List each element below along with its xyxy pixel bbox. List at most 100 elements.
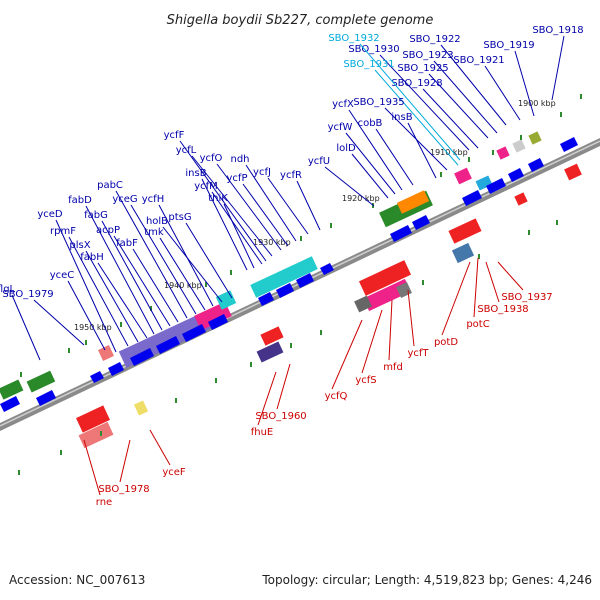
reverse-gene-label[interactable]: SBO_1938 — [477, 304, 528, 315]
leader-line — [55, 219, 117, 353]
forward-gene-label[interactable]: SBO_1919 — [483, 40, 534, 51]
map-title: Shigella boydii Sb227, complete genome — [167, 13, 434, 28]
forward-gene-label[interactable]: ycfR — [280, 170, 302, 181]
forward-gene-label[interactable]: tmk — [144, 227, 164, 238]
forward-gene-label[interactable]: ycfJ — [253, 167, 271, 178]
forward-gene-label[interactable]: flgL — [0, 284, 16, 295]
leader-line — [276, 363, 291, 410]
leader-line — [130, 204, 197, 315]
leader-line — [158, 204, 214, 307]
forward-gene-label[interactable]: fabG — [84, 210, 108, 221]
reverse-gene-label[interactable]: potC — [466, 319, 489, 330]
forward-gene-label[interactable]: yceC — [50, 270, 75, 281]
reverse-gene-label[interactable]: ycfT — [407, 348, 429, 359]
leader-line — [514, 50, 535, 117]
genome-summary: Topology: circular; Length: 4,519,823 bp… — [262, 573, 592, 587]
reverse-gene-label[interactable]: mfd — [383, 362, 403, 373]
forward-gene-label[interactable]: ptsG — [168, 212, 191, 223]
forward-gene-label[interactable]: yceG — [112, 194, 137, 205]
leader-line — [85, 250, 139, 343]
forward-gene-label[interactable]: ycfF — [164, 130, 185, 141]
reverse-gene-label[interactable]: SBO_1960 — [255, 411, 306, 422]
leader-line — [324, 166, 375, 207]
forward-gene-label[interactable]: SBO_1918 — [532, 25, 583, 36]
leader-line — [191, 155, 273, 257]
leader-line — [245, 164, 297, 242]
reverse-gene-label[interactable]: SBO_1937 — [501, 292, 552, 303]
forward-gene-label[interactable]: ycfH — [142, 194, 164, 205]
leader-line — [179, 140, 267, 262]
leader-line — [485, 261, 500, 303]
forward-gene-label[interactable]: cobB — [358, 118, 383, 129]
reverse-gene-label[interactable]: fhuE — [251, 427, 274, 438]
leader-line — [433, 60, 498, 134]
forward-gene-label[interactable]: fabD — [68, 195, 92, 206]
forward-gene-label[interactable]: SBO_1928 — [391, 78, 442, 89]
forward-gene-label[interactable]: insB — [185, 168, 206, 179]
leader-line — [422, 88, 479, 149]
reverse-gene-label[interactable]: rne — [96, 497, 112, 508]
forward-gene-labels: SBO_1918 SBO_1919 SBO_1921 SBO_1922 SBO_1923… — [0, 25, 584, 361]
reverse-gene-label[interactable]: SBO_1978 — [98, 484, 149, 495]
forward-gene-label[interactable]: ycfX — [332, 99, 354, 110]
leader-line — [242, 183, 289, 247]
forward-gene-label[interactable]: fabF — [116, 238, 138, 249]
leader-line — [296, 180, 321, 231]
accession-label: Accession: NC_007613 — [9, 573, 146, 587]
leader-line — [257, 371, 277, 426]
leader-line — [67, 280, 106, 351]
forward-gene-label[interactable]: fabH — [80, 252, 104, 263]
leader-line — [388, 299, 393, 361]
forward-gene-label[interactable]: SBO_1921 — [453, 55, 504, 66]
leader-line — [11, 294, 41, 361]
tick-label: 1920 kbp — [342, 194, 380, 203]
leader-line — [162, 226, 223, 303]
forward-gene-label[interactable]: insB — [391, 112, 412, 123]
forward-gene-label[interactable]: SBO_1979 — [2, 289, 53, 300]
reverse-gene-label[interactable]: yceF — [162, 467, 186, 478]
leader-line — [85, 205, 155, 335]
forward-gene-label[interactable]: holB — [146, 216, 168, 227]
leader-line — [119, 439, 131, 483]
forward-gene-label[interactable]: SBO_1932 — [328, 33, 379, 44]
forward-gene-label[interactable]: ycfW — [328, 122, 353, 133]
leader-line — [33, 299, 85, 346]
forward-gene-label[interactable]: SBO_1935 — [353, 97, 404, 108]
forward-gene-label[interactable]: SBO_1923 — [402, 50, 453, 61]
forward-gene-label[interactable]: thiK — [208, 193, 228, 204]
leader-line — [132, 248, 179, 323]
forward-gene-label[interactable]: SBO_1931 — [343, 59, 394, 70]
reverse-gene-label[interactable]: ycfS — [355, 375, 376, 386]
reverse-gene-label[interactable]: ycfQ — [325, 391, 348, 402]
tick-label: 1930 kbp — [253, 238, 291, 247]
reverse-gene-label[interactable]: potD — [434, 337, 458, 348]
forward-gene-label[interactable]: ndh — [230, 154, 249, 165]
leader-line — [159, 237, 206, 311]
leader-line — [211, 191, 263, 265]
tick-marks — [18, 94, 582, 475]
leader-line — [440, 44, 507, 126]
forward-gene-label[interactable]: lolD — [336, 143, 356, 154]
forward-gene-label[interactable]: pabC — [97, 180, 123, 191]
forward-gene-label[interactable]: ycfP — [227, 173, 248, 184]
forward-gene-label[interactable]: acpP — [96, 225, 120, 236]
leader-line — [345, 132, 396, 195]
forward-gene-label[interactable]: ycfO — [200, 153, 223, 164]
forward-gene-label[interactable]: yceD — [37, 209, 63, 220]
leader-line — [551, 35, 565, 101]
forward-arrow-track — [0, 137, 578, 412]
forward-gene-label[interactable]: SBO_1922 — [409, 34, 460, 45]
leader-line — [149, 429, 171, 466]
forward-gene-label[interactable]: SBO_1925 — [397, 63, 448, 74]
leader-line — [375, 128, 414, 186]
forward-gene-label[interactable]: SBO_1930 — [348, 44, 399, 55]
forward-gene-label[interactable]: plsX — [69, 240, 90, 251]
forward-gene-label[interactable]: rpmF — [50, 226, 76, 237]
leader-line — [379, 54, 470, 151]
leader-line — [113, 235, 171, 327]
leader-line — [348, 109, 403, 191]
leader-line — [83, 439, 101, 496]
forward-gene-label[interactable]: ycfU — [308, 156, 330, 167]
